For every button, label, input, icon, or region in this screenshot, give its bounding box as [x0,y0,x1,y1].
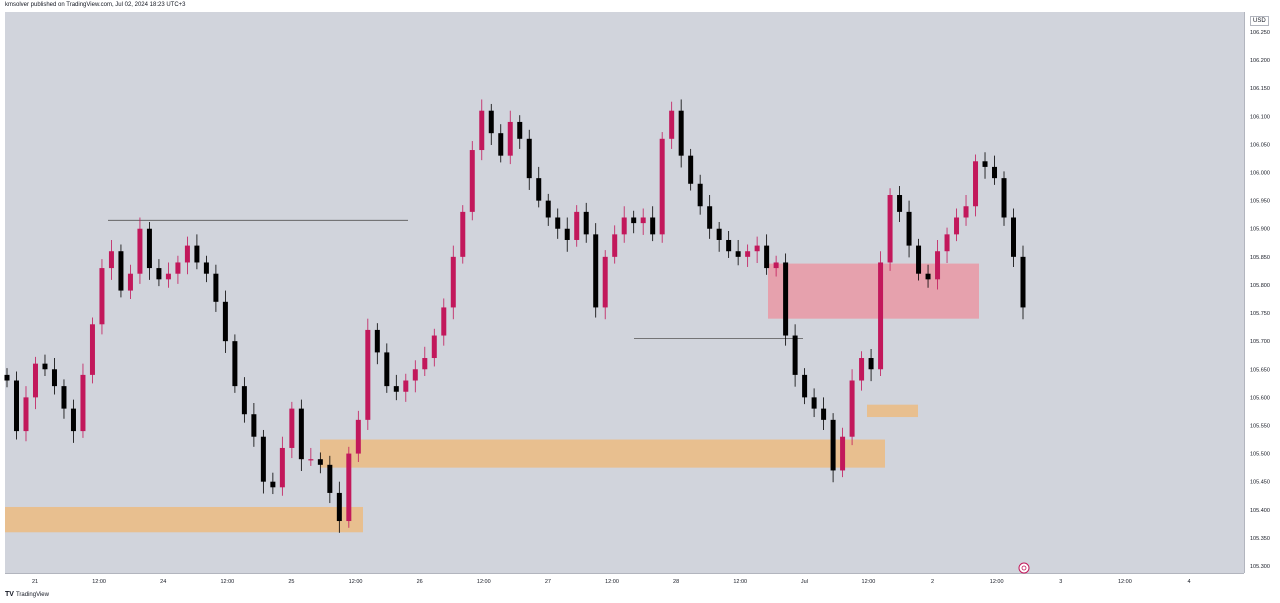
publisher-caption: kmsolver published on TradingView.com, J… [5,2,186,8]
tv-logo-icon: TV [5,591,14,598]
time-axis[interactable] [5,573,1244,588]
tradingview-logo[interactable]: TV TradingView [5,591,49,598]
chart-plot-area[interactable] [5,12,1244,573]
currency-label[interactable]: USD [1250,16,1269,26]
price-axis[interactable] [1244,12,1276,573]
logo-text: TradingView [15,591,49,598]
